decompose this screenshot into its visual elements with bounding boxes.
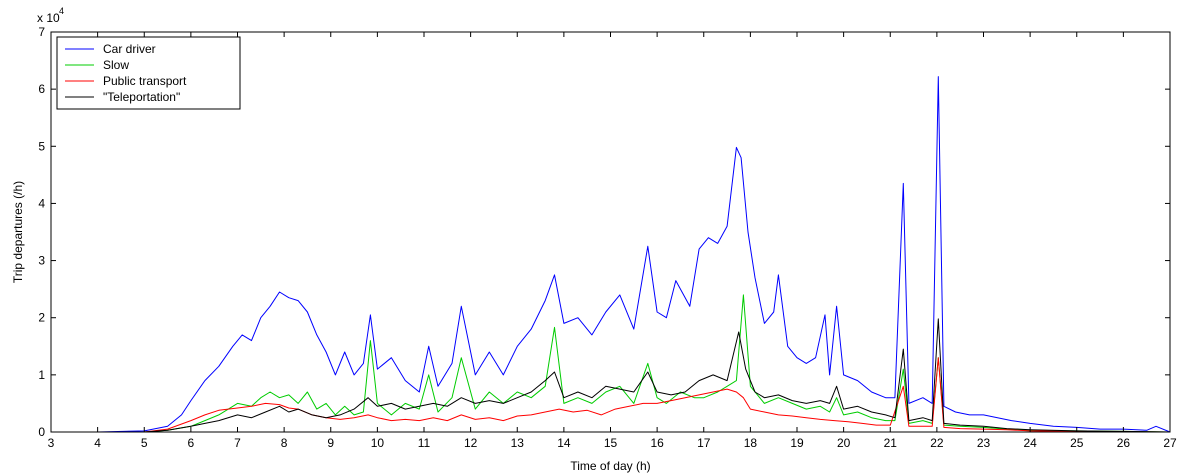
x-tick-label-2: 5 <box>141 436 148 450</box>
x-tick-label-23: 26 <box>1117 436 1131 450</box>
series-layer <box>51 76 1171 433</box>
y-tick-label-3: 3 <box>38 254 45 268</box>
x-tick-label-3: 6 <box>188 436 195 450</box>
x-tick-label-18: 21 <box>884 436 898 450</box>
legend: Car driver Slow Public transport "Teleporta… <box>56 36 241 110</box>
x-tick-label-1: 4 <box>94 436 101 450</box>
legend-label-1: Slow <box>103 58 129 72</box>
x-tick-label-8: 11 <box>418 436 431 450</box>
series-line-0 <box>51 76 1171 433</box>
x-tick-label-10: 13 <box>511 436 525 450</box>
x-tick-label-16: 19 <box>790 436 804 450</box>
x-tick-label-20: 23 <box>977 436 991 450</box>
x-tick-label-19: 22 <box>930 436 944 450</box>
x-tick-label-13: 16 <box>650 436 664 450</box>
y-multiplier-exponent: 4 <box>59 6 64 16</box>
y-axis-label: Trip departures (/h) <box>11 181 25 283</box>
legend-label-2: Public transport <box>103 74 187 88</box>
x-tick-label-15: 18 <box>744 436 758 450</box>
x-tick-label-14: 17 <box>697 436 711 450</box>
legend-label-3: "Teleportation" <box>103 90 180 104</box>
x-tick-label-22: 25 <box>1070 436 1084 450</box>
x-tick-label-12: 15 <box>604 436 618 450</box>
series-line-1 <box>51 294 1171 433</box>
y-tick-label-6: 6 <box>38 82 45 96</box>
y-tick-label-0: 0 <box>38 425 45 439</box>
y-multiplier-label: x 10 <box>37 11 60 25</box>
plot-frame <box>50 31 1171 433</box>
x-tick-label-0: 3 <box>48 436 55 450</box>
series-line-3 <box>51 318 1171 433</box>
y-tick-label-4: 4 <box>38 196 45 210</box>
x-tick-label-24: 27 <box>1163 436 1177 450</box>
x-tick-labels: 3 4 5 6 7 8 9 10 11 12 13 14 15 16 17 18 19 20 21 22 23 24 25 2… <box>48 436 1177 450</box>
y-tick-label-5: 5 <box>38 139 45 153</box>
y-tick-label-2: 2 <box>38 311 45 325</box>
x-tick-label-21: 24 <box>1023 436 1037 450</box>
x-tick-label-5: 8 <box>281 436 288 450</box>
x-tick-label-11: 14 <box>557 436 571 450</box>
ticks-layer <box>50 31 1171 433</box>
x-tick-label-4: 7 <box>234 436 241 450</box>
legend-label-0: Car driver <box>103 42 156 56</box>
y-tick-labels: 0 1 2 3 4 5 6 7 <box>38 25 45 439</box>
y-tick-label-7: 7 <box>38 25 45 39</box>
x-tick-label-6: 9 <box>327 436 334 450</box>
x-axis-label: Time of day (h) <box>570 459 650 473</box>
x-tick-label-9: 12 <box>464 436 478 450</box>
x-tick-label-17: 20 <box>837 436 851 450</box>
x-tick-label-7: 10 <box>371 436 385 450</box>
y-tick-label-1: 1 <box>38 368 45 382</box>
